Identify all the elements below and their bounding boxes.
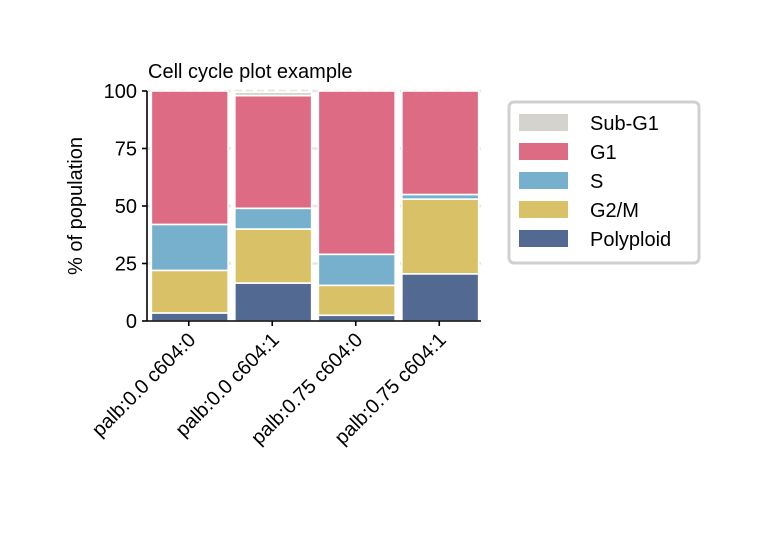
y-ticks: 0 25 50 75 100	[104, 81, 147, 333]
y-tick-label: 0	[126, 311, 137, 333]
bar-segment	[317, 253, 396, 287]
bar-segment	[401, 198, 480, 275]
bar-segment	[150, 223, 229, 272]
legend-frame	[507, 100, 701, 265]
bar-segment	[317, 314, 396, 322]
y-tick-label: 100	[104, 81, 137, 103]
legend-swatch	[519, 201, 568, 218]
bar-segment	[150, 90, 229, 226]
legend-swatch	[519, 172, 568, 189]
y-tick-label: 25	[115, 254, 137, 276]
bar-segment	[234, 91, 313, 97]
bar-segment	[234, 207, 313, 230]
bar-segment	[317, 284, 396, 317]
legend-swatch	[519, 114, 568, 131]
legend-label: S	[590, 171, 603, 193]
bar-segment	[234, 94, 313, 210]
legend-label: G2/M	[590, 200, 639, 222]
legend: Sub-G1 G1 S G2/M Polyploid	[507, 100, 701, 265]
legend-label: Polyploid	[590, 229, 671, 251]
chart-title: Cell cycle plot example	[148, 61, 353, 83]
bar-segment	[150, 269, 229, 314]
bar-segment	[317, 90, 396, 256]
bar-segment	[234, 282, 313, 322]
legend-swatch	[519, 143, 568, 160]
legend-label: G1	[590, 142, 617, 164]
bar-segment	[150, 312, 229, 322]
y-axis-label: % of population	[65, 137, 87, 275]
bar-segment	[234, 228, 313, 284]
legend-swatch	[519, 230, 568, 247]
legend-label: Sub-G1	[590, 113, 659, 135]
bar-segment	[401, 90, 480, 196]
y-tick-label: 50	[115, 196, 137, 218]
bar-segment	[401, 273, 480, 322]
y-tick-label: 75	[115, 139, 137, 161]
